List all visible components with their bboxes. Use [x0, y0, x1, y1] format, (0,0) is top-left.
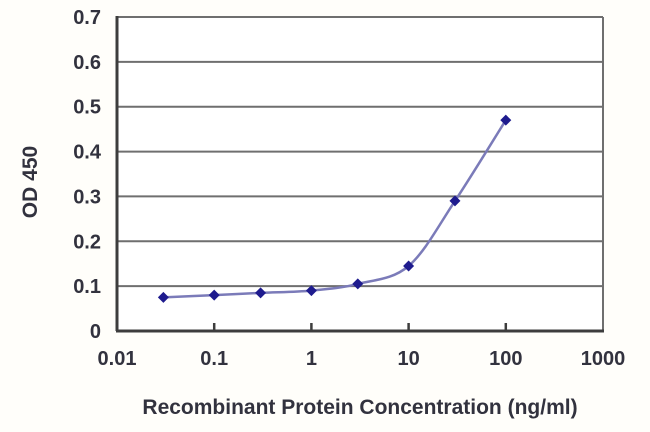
y-tick-label: 0 — [90, 321, 101, 343]
y-tick-label: 0.1 — [73, 276, 101, 298]
axis-layer — [115, 16, 604, 333]
y-tick-label: 0.3 — [73, 186, 101, 208]
grid-layer — [117, 16, 604, 331]
y-tick-label: 0.2 — [73, 231, 101, 253]
x-tick-label: 1000 — [581, 348, 626, 370]
y-tick-label: 0.7 — [73, 7, 101, 29]
data-point-marker — [157, 291, 169, 303]
data-point-marker — [352, 278, 364, 290]
data-point-marker — [500, 114, 512, 126]
y-tick-label: 0.6 — [73, 52, 101, 74]
x-tick-label: 10 — [397, 348, 419, 370]
series-layer — [157, 114, 512, 303]
label-layer: Recombinant Protein Concentration (ng/ml… — [19, 7, 625, 419]
x-axis-title: Recombinant Protein Concentration (ng/ml… — [142, 396, 577, 419]
data-point-marker — [449, 195, 461, 207]
x-tick-label: 100 — [489, 348, 522, 370]
y-tick-label: 0.5 — [73, 97, 101, 119]
plot-background — [117, 17, 603, 331]
x-tick-label: 1 — [306, 348, 317, 370]
data-point-marker — [255, 287, 267, 299]
y-tick-label: 0.4 — [73, 142, 102, 164]
x-tick-label: 0.01 — [98, 348, 137, 370]
data-point-marker — [208, 289, 220, 301]
data-point-marker — [403, 260, 415, 272]
data-point-marker — [305, 285, 317, 297]
y-axis-title: OD 450 — [19, 146, 42, 218]
x-tick-label: 0.1 — [200, 348, 228, 370]
